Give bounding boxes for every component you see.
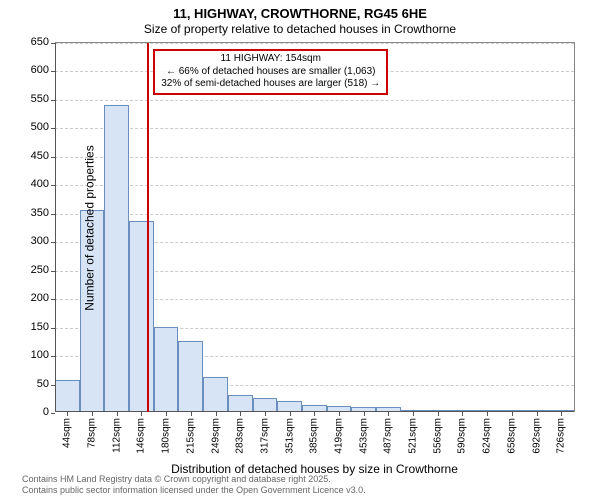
xtick-label: 556sqm [432,418,443,454]
xtick-mark [216,412,217,416]
xtick-label: 692sqm [531,418,542,454]
xtick-mark [413,412,414,416]
ytick-label: 100 [31,349,49,361]
marker-line [147,43,149,412]
xtick-mark [561,412,562,416]
xtick-label: 658sqm [506,418,517,454]
ytick-mark [51,100,55,101]
xtick-mark [92,412,93,416]
ytick-mark [51,385,55,386]
ytick-mark [51,413,55,414]
xtick-mark [265,412,266,416]
xtick-mark [290,412,291,416]
ytick-label: 350 [31,207,49,219]
xtick-label: 419sqm [333,418,344,454]
overlay-layer: 11 HIGHWAY: 154sqm ← 66% of detached hou… [55,43,574,412]
ytick-mark [51,242,55,243]
footer-line-2: Contains public sector information licen… [22,485,366,496]
annotation-box: 11 HIGHWAY: 154sqm ← 66% of detached hou… [153,49,388,95]
annotation-line-1: 11 HIGHWAY: 154sqm [161,53,380,66]
ytick-mark [51,214,55,215]
xtick-mark [512,412,513,416]
ytick-mark [51,356,55,357]
xtick-label: 726sqm [556,418,567,454]
xtick-label: 590sqm [457,418,468,454]
ytick-label: 0 [43,406,49,418]
xtick-mark [364,412,365,416]
ytick-label: 450 [31,150,49,162]
xtick-mark [67,412,68,416]
chart-title: 11, HIGHWAY, CROWTHORNE, RG45 6HE [0,6,600,21]
ytick-label: 500 [31,121,49,133]
xtick-mark [166,412,167,416]
xtick-label: 385sqm [309,418,320,454]
xtick-label: 487sqm [383,418,394,454]
xtick-mark [339,412,340,416]
ytick-label: 400 [31,178,49,190]
xtick-label: 146sqm [136,418,147,454]
ytick-label: 300 [31,235,49,247]
xtick-mark [537,412,538,416]
xtick-label: 317sqm [259,418,270,454]
xtick-mark [487,412,488,416]
ytick-label: 50 [37,378,49,390]
xtick-mark [314,412,315,416]
ytick-mark [51,185,55,186]
annotation-line-2: ← 66% of detached houses are smaller (1,… [161,66,380,79]
ytick-label: 150 [31,321,49,333]
ytick-label: 650 [31,36,49,48]
annotation-line-3: 32% of semi-detached houses are larger (… [161,78,380,91]
footer-line-1: Contains HM Land Registry data © Crown c… [22,474,366,485]
ytick-label: 600 [31,64,49,76]
xtick-label: 112sqm [111,418,122,453]
xtick-label: 283sqm [235,418,246,454]
xtick-label: 624sqm [482,418,493,454]
xtick-label: 78sqm [87,418,98,448]
xtick-mark [388,412,389,416]
xtick-label: 249sqm [210,418,221,454]
xtick-mark [240,412,241,416]
footer: Contains HM Land Registry data © Crown c… [22,474,366,496]
ytick-mark [51,271,55,272]
xtick-label: 453sqm [358,418,369,454]
ytick-label: 550 [31,93,49,105]
xtick-label: 351sqm [284,418,295,454]
ytick-mark [51,128,55,129]
xtick-mark [438,412,439,416]
xtick-mark [191,412,192,416]
y-axis-label: Number of detached properties [83,145,97,310]
ytick-label: 200 [31,292,49,304]
xtick-label: 215sqm [185,418,196,454]
xtick-mark [462,412,463,416]
xtick-label: 180sqm [161,418,172,454]
chart-plot-area: 11 HIGHWAY: 154sqm ← 66% of detached hou… [55,42,575,412]
xtick-label: 44sqm [62,418,73,448]
xtick-mark [141,412,142,416]
ytick-label: 250 [31,264,49,276]
xtick-label: 521sqm [408,418,419,454]
ytick-mark [51,71,55,72]
chart-subtitle: Size of property relative to detached ho… [0,22,600,36]
ytick-mark [51,157,55,158]
ytick-mark [51,299,55,300]
ytick-mark [51,43,55,44]
xtick-mark [117,412,118,416]
ytick-mark [51,328,55,329]
